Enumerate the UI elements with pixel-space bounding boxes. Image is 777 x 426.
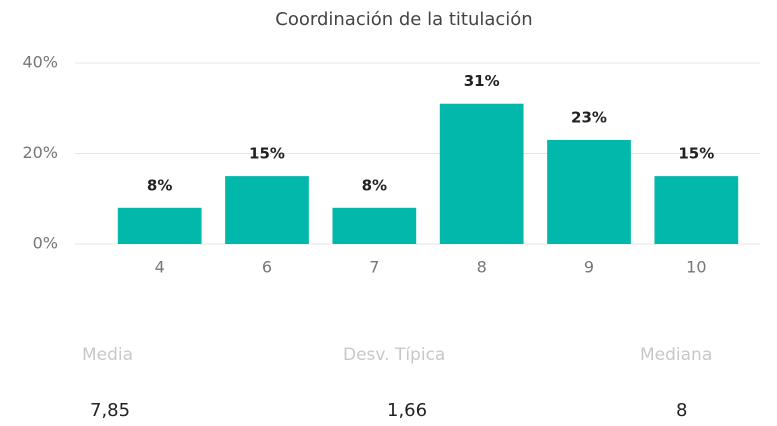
bar	[547, 139, 631, 244]
bar	[439, 103, 524, 244]
x-tick-label: 8	[477, 258, 487, 277]
data-label: 15%	[249, 145, 285, 163]
data-label: 15%	[678, 145, 714, 163]
stat-label: Media	[82, 345, 133, 365]
y-tick-label: 0%	[33, 234, 58, 253]
stat-label: Desv. Típica	[343, 345, 445, 365]
stat-value: 8	[676, 400, 687, 421]
bar	[332, 207, 417, 244]
x-tick-label: 4	[155, 258, 165, 277]
data-label: 8%	[362, 176, 387, 194]
stat-value: 7,85	[90, 400, 130, 421]
x-tick-label: 9	[584, 258, 594, 277]
y-tick-label: 20%	[22, 143, 58, 162]
bar	[117, 207, 202, 244]
data-label: 31%	[464, 72, 500, 90]
x-tick-label: 6	[262, 258, 272, 277]
stat-label: Mediana	[640, 345, 712, 365]
x-tick-label: 7	[369, 258, 379, 277]
y-tick-label: 40%	[22, 53, 58, 72]
bar	[225, 176, 309, 244]
data-label: 8%	[147, 176, 172, 194]
data-label: 23%	[571, 108, 607, 126]
stat-value: 1,66	[387, 400, 427, 421]
chart-title: Coordinación de la titulación	[275, 9, 532, 30]
x-tick-label: 10	[686, 258, 706, 277]
bar	[654, 176, 739, 244]
